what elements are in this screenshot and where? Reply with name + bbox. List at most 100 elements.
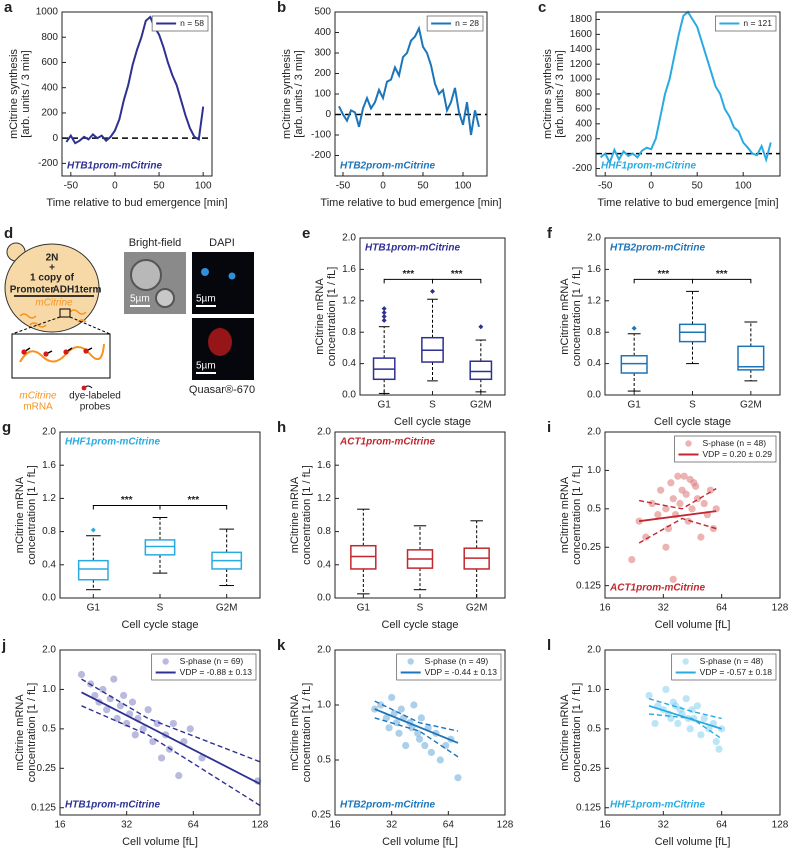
y-tick-label: 1.0 <box>317 700 331 711</box>
y-tick-label: -100 <box>311 130 331 141</box>
copy-text: 1 copy of <box>30 273 75 284</box>
point <box>648 499 656 508</box>
point <box>712 737 720 746</box>
legend-label: S-phase (n = 48) <box>700 656 764 666</box>
ploidy: 2N <box>46 253 59 264</box>
y-tick-label: 100 <box>314 89 331 100</box>
point <box>645 691 653 700</box>
outlier <box>90 527 96 533</box>
y-tick-label: 1.2 <box>42 493 56 504</box>
y-tick-label: 0.4 <box>42 559 56 570</box>
point <box>397 705 405 713</box>
y-tick-label: 1600 <box>570 29 593 40</box>
annotation: HTB1prom-mCitrine <box>365 243 460 254</box>
point <box>662 505 670 513</box>
probe-label: probes <box>80 402 111 413</box>
point <box>693 702 702 710</box>
point <box>657 486 665 494</box>
x-tick-label: 128 <box>497 820 514 831</box>
panel: c-20020040060080010001200140016001800-50… <box>538 0 781 209</box>
x-tick-label: 32 <box>121 820 133 831</box>
axes-frame <box>595 11 781 177</box>
x-axis-label: Time relative to bud emergence [min] <box>320 197 501 209</box>
x-tick-label: 128 <box>772 603 789 614</box>
annotation: ACT1prom-mCitrine <box>609 583 705 594</box>
panel-d: d 2N + 1 copy of Promoter ADH1term mCitr… <box>4 225 255 413</box>
y-tick-label: 1.0 <box>587 465 601 476</box>
scale-label: 5µm <box>130 294 150 305</box>
confidence-band <box>81 678 261 763</box>
axes-frame <box>604 649 781 816</box>
y-axis-label: concentration [1 / fL] <box>571 267 583 367</box>
legend-label: VDP = 0.20 ± 0.29 <box>703 449 773 459</box>
y-tick-label: 0.8 <box>342 327 356 338</box>
y-tick-label: 2.0 <box>587 645 601 656</box>
y-tick-label: 0.5 <box>587 724 601 735</box>
y-tick-label: 1.0 <box>42 684 56 695</box>
cell-image <box>130 259 162 291</box>
image-title: DAPI <box>209 237 235 249</box>
y-tick-label: 2.0 <box>342 233 356 244</box>
point <box>153 719 161 728</box>
x-tick-label: 100 <box>455 181 472 192</box>
y-axis-label: concentration [1 / fL] <box>26 683 38 783</box>
point <box>390 709 398 717</box>
x-tick-label: 100 <box>735 181 752 192</box>
y-tick-label: 0.25 <box>312 810 332 821</box>
point <box>454 774 462 782</box>
point <box>91 691 99 700</box>
point <box>674 719 682 728</box>
x-tick-label: G1 <box>627 400 641 411</box>
mrna-signal <box>208 328 232 356</box>
x-axis-label: Time relative to bud emergence [min] <box>597 197 778 209</box>
plus: + <box>49 263 55 274</box>
significance-label: *** <box>716 269 728 280</box>
y-tick-label: 200 <box>575 133 592 144</box>
box <box>620 355 648 374</box>
y-tick-label: 1400 <box>570 44 593 55</box>
line <box>65 15 205 145</box>
y-tick-label: 1200 <box>570 59 593 70</box>
box <box>77 559 109 581</box>
x-axis-label: Cell cycle stage <box>381 619 458 631</box>
y-tick-label: 0.25 <box>37 763 57 774</box>
y-tick-label: 2.0 <box>587 427 601 438</box>
y-axis-label: mCitrine mRNA <box>289 476 301 553</box>
point <box>667 479 675 487</box>
point <box>110 675 118 683</box>
y-axis-label: concentration [1 / fL] <box>301 465 313 565</box>
point <box>131 731 139 739</box>
legend-frame <box>396 653 502 681</box>
box <box>144 539 176 556</box>
significance-bracket <box>432 278 482 284</box>
significance-label: *** <box>657 269 669 280</box>
y-tick-label: 1000 <box>570 74 593 85</box>
y-tick-label: 200 <box>41 108 58 119</box>
y-tick-label: 0.8 <box>587 327 601 338</box>
legend-frame <box>715 15 777 32</box>
y-axis-label: [arb. units / 3 min] <box>293 50 305 137</box>
legend: n = 58 <box>151 15 209 32</box>
y-tick-label: 0.125 <box>576 580 601 591</box>
axes-frame <box>604 237 781 396</box>
annotation: HTB2prom-mCitrine <box>340 800 435 811</box>
point <box>116 702 125 710</box>
point <box>669 575 677 583</box>
x-tick-label: S <box>417 603 424 614</box>
panel: i 0.125 0.25 0.5 1.0 2.0 16 32 64 128 Cell volume … <box>547 419 789 631</box>
point <box>169 719 177 728</box>
inset <box>11 333 111 379</box>
x-axis-label: Cell cycle stage <box>394 416 471 428</box>
y-axis-label: mCitrine synthesis <box>8 49 20 139</box>
x-tick-label: 128 <box>252 820 269 831</box>
scale-label: 5µm <box>196 294 216 305</box>
box <box>350 544 377 570</box>
confidence-band <box>648 698 722 720</box>
y-tick-label: 0.0 <box>317 593 331 604</box>
x-tick-label: G2M <box>216 603 238 614</box>
confidence-band <box>638 517 717 544</box>
x-axis-label: Cell volume [fL] <box>655 836 731 848</box>
point <box>715 745 723 753</box>
y-tick-label: 800 <box>41 32 58 43</box>
x-tick-label: 32 <box>658 603 670 614</box>
